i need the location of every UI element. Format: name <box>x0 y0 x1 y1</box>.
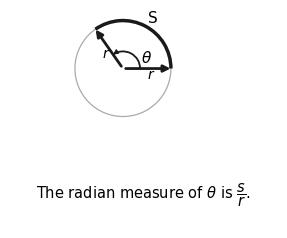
Text: $r$: $r$ <box>102 47 110 61</box>
Text: The radian measure of $\theta$ is $\dfrac{s}{r}$.: The radian measure of $\theta$ is $\dfra… <box>36 181 251 209</box>
Text: S: S <box>148 11 158 26</box>
Text: $\theta$: $\theta$ <box>141 50 152 66</box>
Text: $r$: $r$ <box>147 68 155 82</box>
